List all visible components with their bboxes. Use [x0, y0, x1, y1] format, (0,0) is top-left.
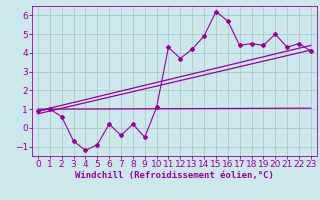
X-axis label: Windchill (Refroidissement éolien,°C): Windchill (Refroidissement éolien,°C) — [75, 171, 274, 180]
